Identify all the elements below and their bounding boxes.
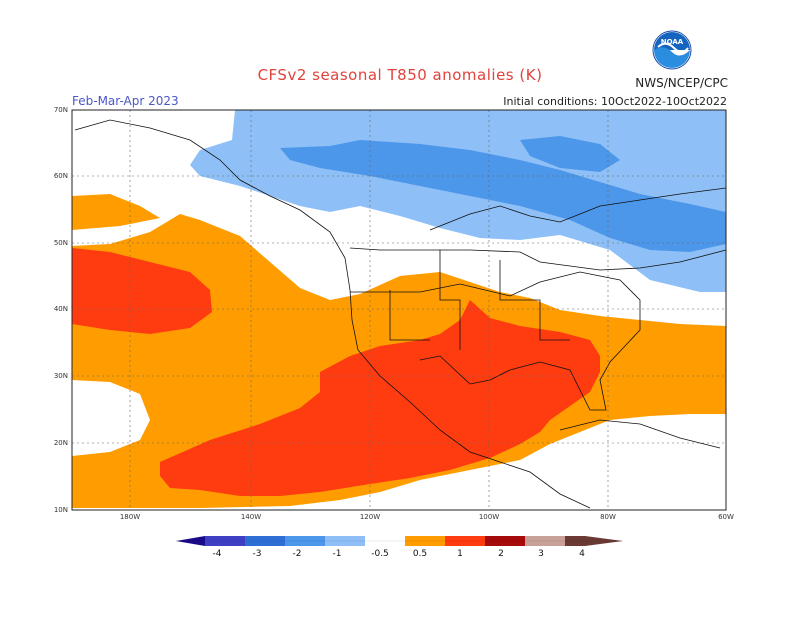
lon-label: 80W (600, 513, 616, 521)
warm-core-tropics (160, 300, 600, 496)
colorbar-segment (585, 536, 623, 546)
coastlines (74, 119, 727, 509)
colorbar-label: 0.5 (413, 549, 427, 559)
noaa-logo-icon: NOAA (652, 30, 692, 70)
colorbar-segment (325, 536, 365, 546)
lon-label: 120W (360, 513, 380, 521)
colorbar-segment (445, 536, 485, 546)
lon-label: 60W (718, 513, 734, 521)
lat-label: 60N (54, 172, 68, 180)
cold-anomaly-patch (520, 136, 620, 172)
lon-label: 100W (479, 513, 499, 521)
colorbar-label: 2 (498, 549, 504, 559)
lon-label: 140W (241, 513, 261, 521)
lat-label: 10N (54, 506, 68, 514)
colorbar-label: -2 (293, 549, 302, 559)
colorbar-label: 1 (457, 549, 463, 559)
latitude-axis: 70N 60N 50N 40N 30N 20N 10N (54, 106, 68, 514)
lat-label: 70N (54, 106, 68, 114)
colorbar-label: -3 (253, 549, 262, 559)
warm-core-pacific (72, 248, 212, 334)
colorbar-segment (405, 536, 445, 546)
lat-label: 30N (54, 372, 68, 380)
warm-anomaly-tip (72, 194, 160, 230)
colorbar-segment (485, 536, 525, 546)
colorbar-segment (565, 536, 585, 546)
initial-conditions-label: Initial conditions: 10Oct2022-10Oct2022 (503, 95, 727, 108)
colorbar-segment (285, 536, 325, 546)
cold-anomaly-core (280, 140, 726, 252)
svg-text:NOAA: NOAA (661, 38, 684, 46)
agency-label: NWS/NCEP/CPC (635, 76, 728, 90)
colorbar-segment (205, 536, 245, 546)
map-frame (71, 109, 727, 511)
colorbar-label: -4 (213, 549, 222, 559)
colorbar-segment (365, 536, 405, 546)
colorbar-segment (176, 536, 205, 546)
lat-label: 20N (54, 439, 68, 447)
map-title: CFSv2 seasonal T850 anomalies (K) (257, 66, 543, 84)
colorbar: -4 -3 -2 -1 -0.5 0.5 1 2 3 4 (176, 536, 623, 559)
colorbar-segment (245, 536, 285, 546)
colorbar-label: 4 (579, 549, 585, 559)
graticule (72, 110, 726, 510)
anomaly-fields (72, 110, 726, 508)
lat-label: 40N (54, 305, 68, 313)
lon-label: 180W (120, 513, 140, 521)
colorbar-segment (525, 536, 565, 546)
lat-label: 50N (54, 239, 68, 247)
colorbar-label: 3 (538, 549, 544, 559)
colorbar-label: -0.5 (371, 549, 389, 559)
longitude-axis: 180W 140W 120W 100W 80W 60W (120, 513, 734, 521)
colorbar-label: -1 (333, 549, 342, 559)
season-label: Feb-Mar-Apr 2023 (72, 94, 179, 108)
